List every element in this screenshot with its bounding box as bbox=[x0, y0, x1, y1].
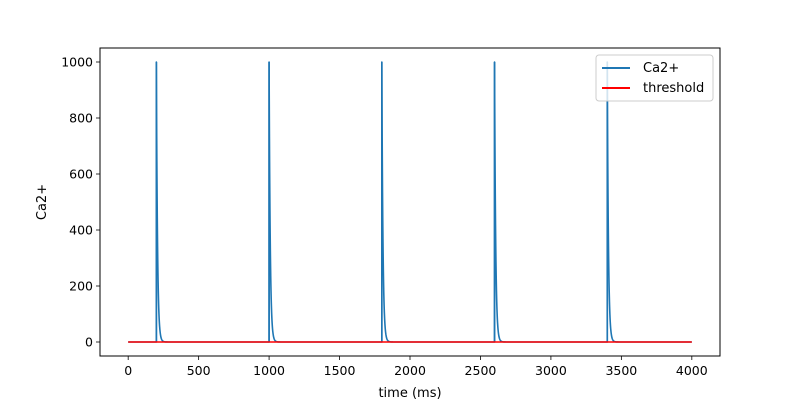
series-layer bbox=[128, 61, 692, 343]
x-tick-label: 2000 bbox=[394, 363, 426, 378]
y-tick-label: 400 bbox=[69, 223, 93, 238]
x-axis-label: time (ms) bbox=[378, 386, 441, 400]
x-tick-label: 1000 bbox=[253, 363, 285, 378]
x-tick-label: 500 bbox=[187, 363, 211, 378]
y-tick-label: 200 bbox=[69, 279, 93, 294]
legend-label-threshold: threshold bbox=[643, 81, 704, 96]
x-tick-label: 2500 bbox=[465, 363, 497, 378]
y-tick-label: 600 bbox=[69, 167, 93, 182]
legend: Ca2+ threshold bbox=[595, 54, 714, 102]
x-tick-label: 0 bbox=[124, 363, 132, 378]
y-tick-label: 1000 bbox=[61, 55, 93, 70]
x-axis-ticks: 0 500 1000 1500 2000 2500 3000 3500 4000 bbox=[124, 356, 708, 378]
y-axis-label: Ca2+ bbox=[35, 184, 50, 220]
y-axis-ticks: 0 200 400 600 800 1000 bbox=[61, 55, 100, 350]
y-tick-label: 0 bbox=[85, 335, 93, 350]
y-tick-label: 800 bbox=[69, 111, 93, 126]
legend-label-ca2: Ca2+ bbox=[643, 61, 679, 76]
x-tick-label: 3000 bbox=[535, 363, 567, 378]
x-tick-label: 3500 bbox=[605, 363, 637, 378]
x-tick-label: 1500 bbox=[324, 363, 356, 378]
x-tick-label: 4000 bbox=[676, 363, 708, 378]
legend-box bbox=[595, 54, 714, 102]
